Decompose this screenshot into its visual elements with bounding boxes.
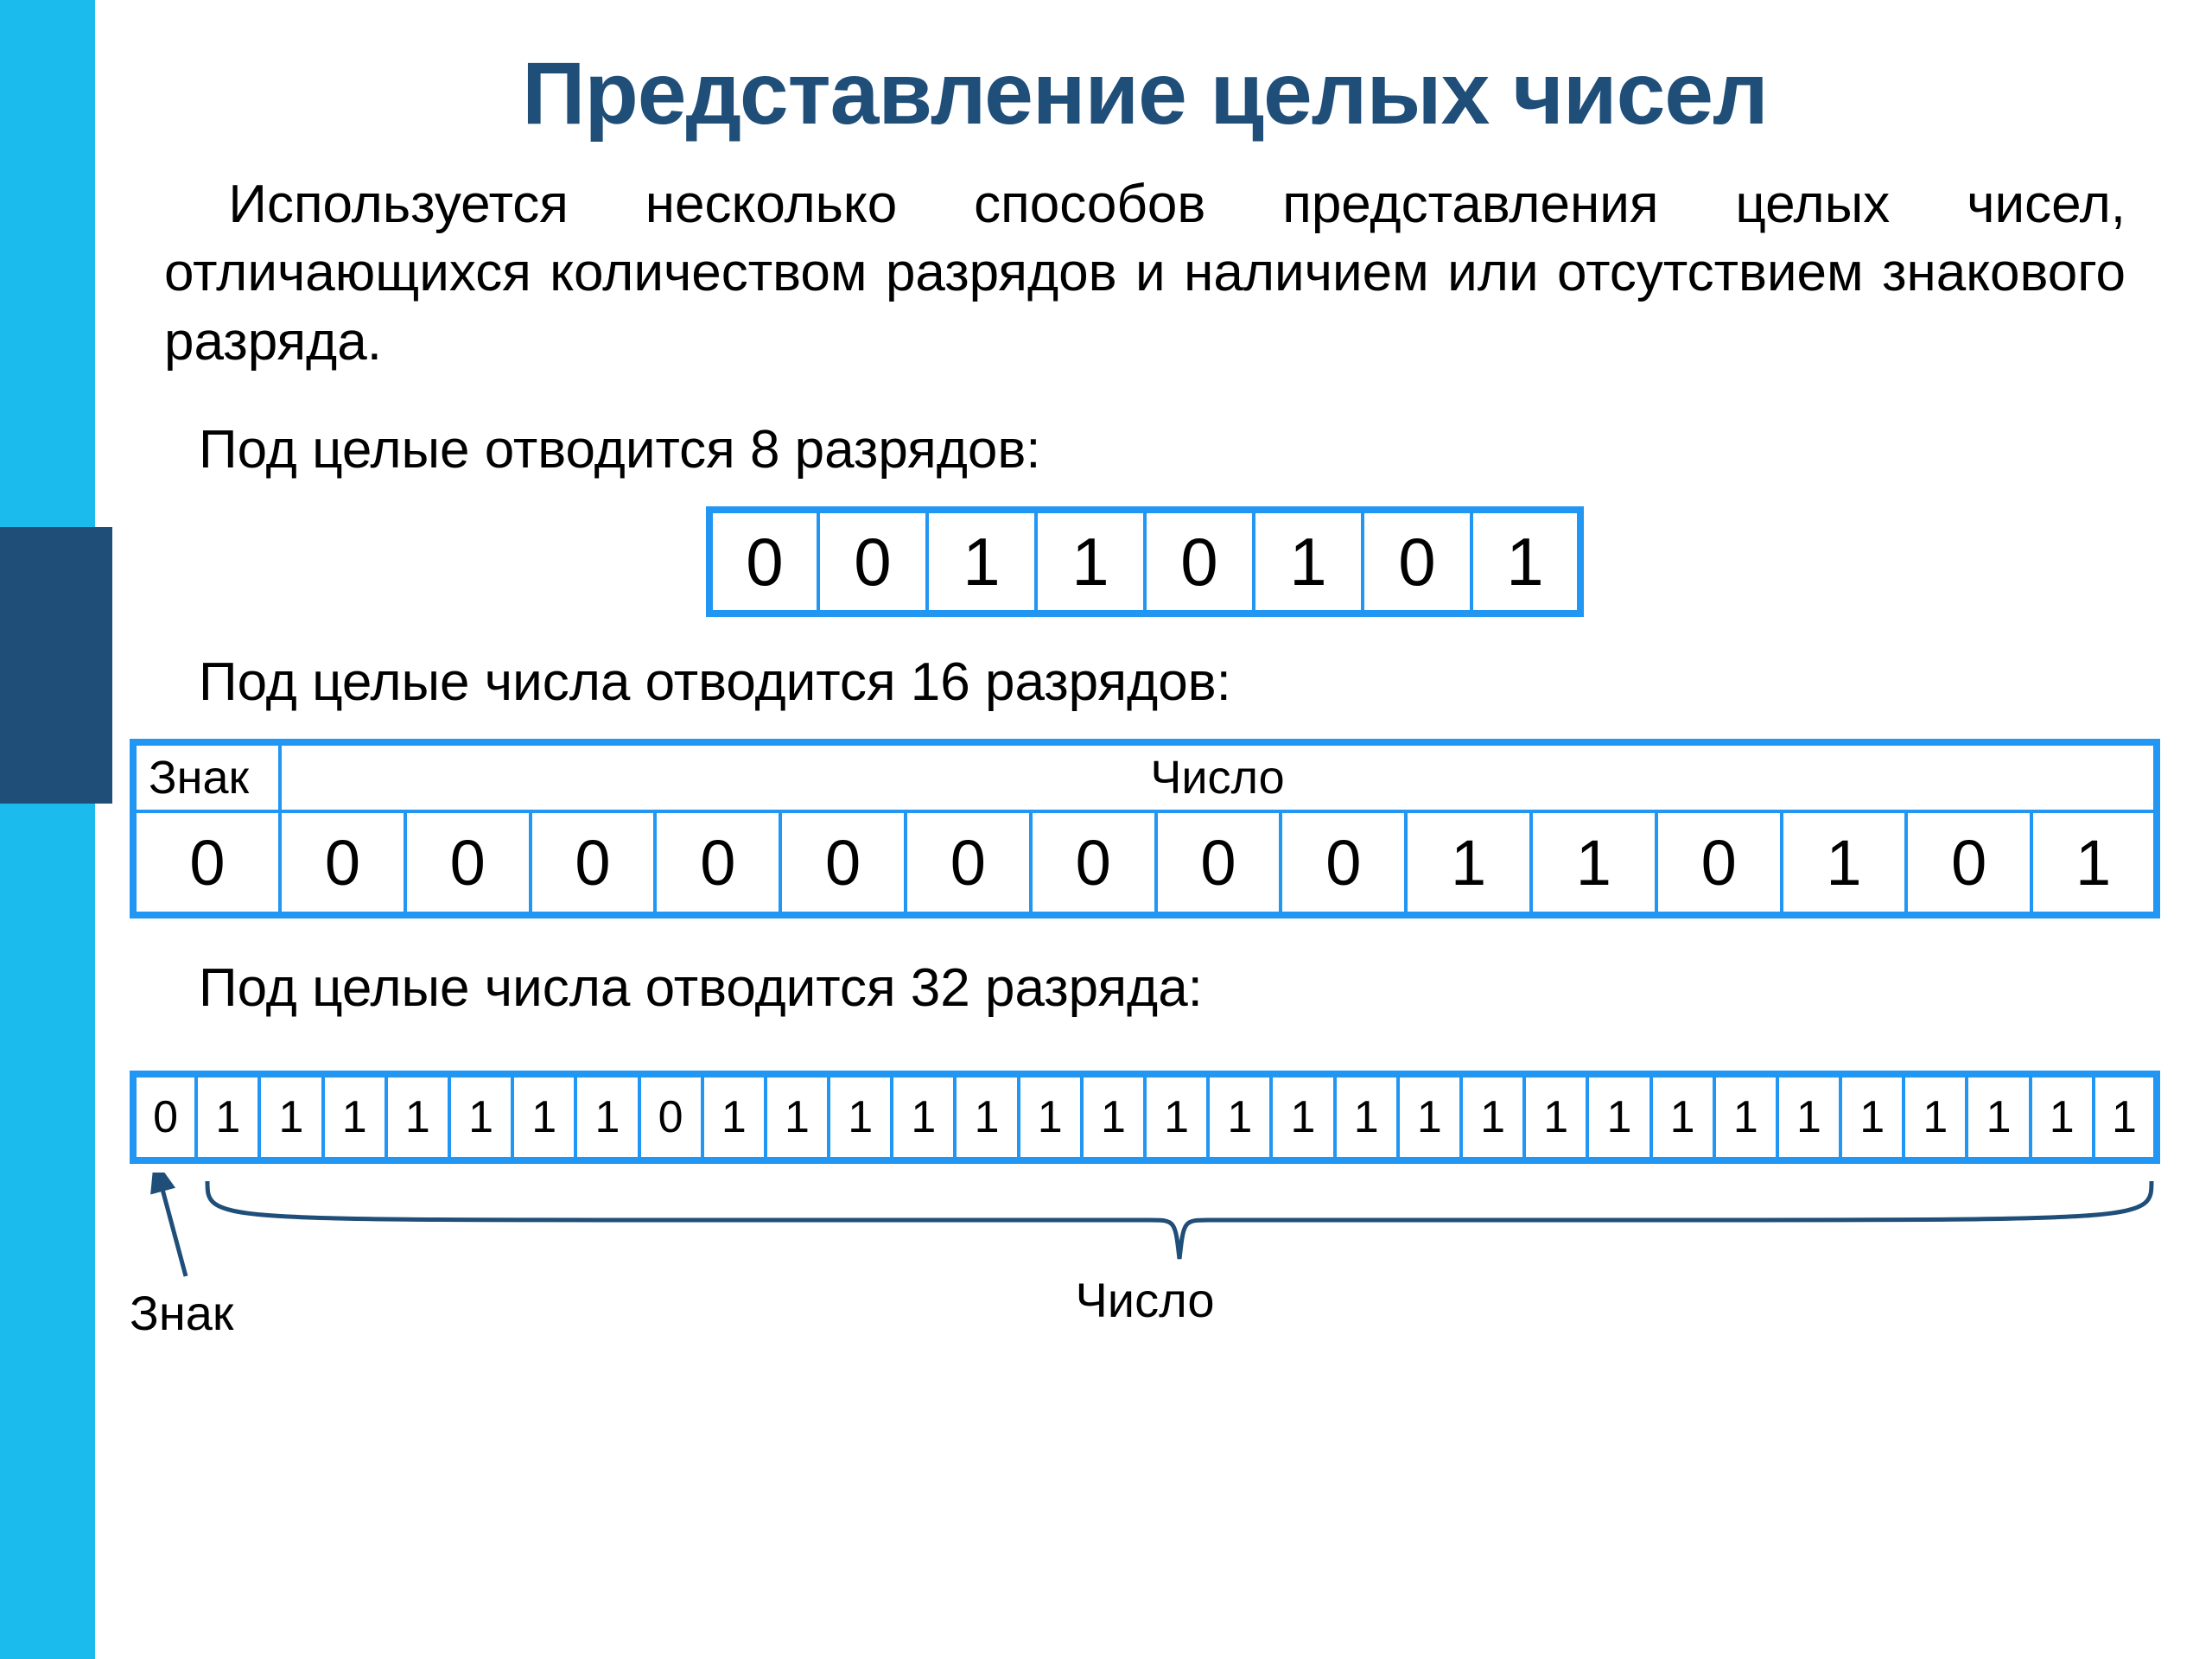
bit-cell: 1 bbox=[1254, 510, 1363, 613]
bit-cell: 0 bbox=[818, 510, 927, 613]
section-32bit-heading: Под целые числа отводится 32 разряда: bbox=[199, 957, 2126, 1019]
section-16bit-heading: Под целые числа отводится 16 разрядов: bbox=[199, 652, 2126, 713]
bit-cell: 0 bbox=[1906, 811, 2031, 915]
bit-cell: 1 bbox=[259, 1074, 322, 1160]
brace-icon bbox=[199, 1173, 2160, 1268]
bit-cell: 1 bbox=[766, 1074, 829, 1160]
slide-content: Представление целых чисел Используется н… bbox=[95, 0, 2212, 1659]
bit-cell: 1 bbox=[1082, 1074, 1145, 1160]
bit-cell: 1 bbox=[702, 1074, 766, 1160]
bit-cell: 0 bbox=[1363, 510, 1471, 613]
bits32-table: 0 1 1 1 1 1 1 1 0 1 1 1 1 1 1 1 1 1 1 1 bbox=[130, 1071, 2160, 1164]
bits8-table: 0 0 1 1 0 1 0 1 bbox=[706, 506, 1584, 617]
bit-cell: 1 bbox=[1471, 510, 1580, 613]
bit-cell: 1 bbox=[829, 1074, 892, 1160]
number-label: Число bbox=[1075, 1272, 1214, 1328]
bit-cell: 0 bbox=[906, 811, 1031, 915]
bit-cell: 0 bbox=[780, 811, 906, 915]
bit-cell: 1 bbox=[1714, 1074, 1777, 1160]
header-number: Число bbox=[280, 742, 2157, 811]
bit-cell: 1 bbox=[1777, 1074, 1840, 1160]
bit-cell: 1 bbox=[1524, 1074, 1587, 1160]
bit-cell: 1 bbox=[2031, 1074, 2094, 1160]
header-sign: Знак bbox=[133, 742, 280, 811]
bit-cell: 1 bbox=[575, 1074, 639, 1160]
bit-cell: 1 bbox=[1398, 1074, 1461, 1160]
bits8-table-wrap: 0 0 1 1 0 1 0 1 bbox=[130, 506, 2160, 617]
bit-cell: 0 bbox=[280, 811, 405, 915]
bit-cell: 1 bbox=[2094, 1074, 2157, 1160]
bit-cell: 1 bbox=[1406, 811, 1531, 915]
bits16-table-wrap: Знак Число 0 0 0 0 0 0 0 0 0 0 1 1 0 1 0… bbox=[130, 739, 2160, 918]
sidebar-cyan-stripe bbox=[0, 0, 95, 1659]
bit-cell: 1 bbox=[1335, 1074, 1398, 1160]
bit-cell: 1 bbox=[1036, 510, 1145, 613]
bits32-table-wrap: 0 1 1 1 1 1 1 1 0 1 1 1 1 1 1 1 1 1 1 1 bbox=[130, 1071, 2160, 1345]
bit-cell: 1 bbox=[1019, 1074, 1082, 1160]
table-row: 0 1 1 1 1 1 1 1 0 1 1 1 1 1 1 1 1 1 1 1 bbox=[133, 1074, 2157, 1160]
bit-cell: 1 bbox=[449, 1074, 512, 1160]
sign-bit-cell: 0 bbox=[133, 811, 280, 915]
bit-cell: 1 bbox=[927, 510, 1036, 613]
intro-paragraph: Используется несколько способов представ… bbox=[164, 170, 2126, 376]
bit-cell: 1 bbox=[2031, 811, 2157, 915]
bit-cell: 0 bbox=[1656, 811, 1782, 915]
bit-cell: 1 bbox=[1461, 1074, 1524, 1160]
table-row: 0 0 0 0 0 0 0 0 0 0 1 1 0 1 0 1 bbox=[133, 811, 2157, 915]
sign-label: Знак bbox=[130, 1285, 233, 1341]
bit-cell: 1 bbox=[323, 1074, 386, 1160]
bit-cell: 0 bbox=[531, 811, 656, 915]
bit-cell: 1 bbox=[196, 1074, 259, 1160]
bit-cell: 1 bbox=[1531, 811, 1656, 915]
bit-cell: 1 bbox=[1782, 811, 1907, 915]
bit-cell: 0 bbox=[1031, 811, 1156, 915]
table-row: 0 0 1 1 0 1 0 1 bbox=[709, 510, 1580, 613]
bit-cell: 0 bbox=[709, 510, 818, 613]
bit-cell: 1 bbox=[1271, 1074, 1334, 1160]
bit-cell: 1 bbox=[1145, 1074, 1208, 1160]
bit-cell: 1 bbox=[1587, 1074, 1650, 1160]
bit-cell: 1 bbox=[1904, 1074, 1967, 1160]
bits32-annotation: Знак Число bbox=[130, 1173, 2160, 1345]
bit-cell: 0 bbox=[405, 811, 531, 915]
bit-cell: 0 bbox=[1156, 811, 1281, 915]
bit-cell: 1 bbox=[1651, 1074, 1714, 1160]
bits16-table: Знак Число 0 0 0 0 0 0 0 0 0 0 1 1 0 1 0… bbox=[130, 739, 2160, 918]
page-title: Представление целых чисел bbox=[130, 43, 2160, 144]
bit-cell: 1 bbox=[386, 1074, 449, 1160]
bit-cell: 1 bbox=[1840, 1074, 1904, 1160]
section-8bit-heading: Под целые отводится 8 разрядов: bbox=[199, 419, 2126, 480]
table-row: Знак Число bbox=[133, 742, 2157, 811]
bit-cell: 0 bbox=[655, 811, 780, 915]
bit-cell: 0 bbox=[1281, 811, 1406, 915]
bit-cell: 1 bbox=[512, 1074, 575, 1160]
bit-cell: 1 bbox=[892, 1074, 955, 1160]
bit-cell: 0 bbox=[639, 1074, 702, 1160]
bit-cell: 0 bbox=[1145, 510, 1254, 613]
bit-cell: 1 bbox=[1208, 1074, 1271, 1160]
bit-cell: 0 bbox=[133, 1074, 196, 1160]
bit-cell: 1 bbox=[1967, 1074, 2030, 1160]
bit-cell: 1 bbox=[955, 1074, 1018, 1160]
